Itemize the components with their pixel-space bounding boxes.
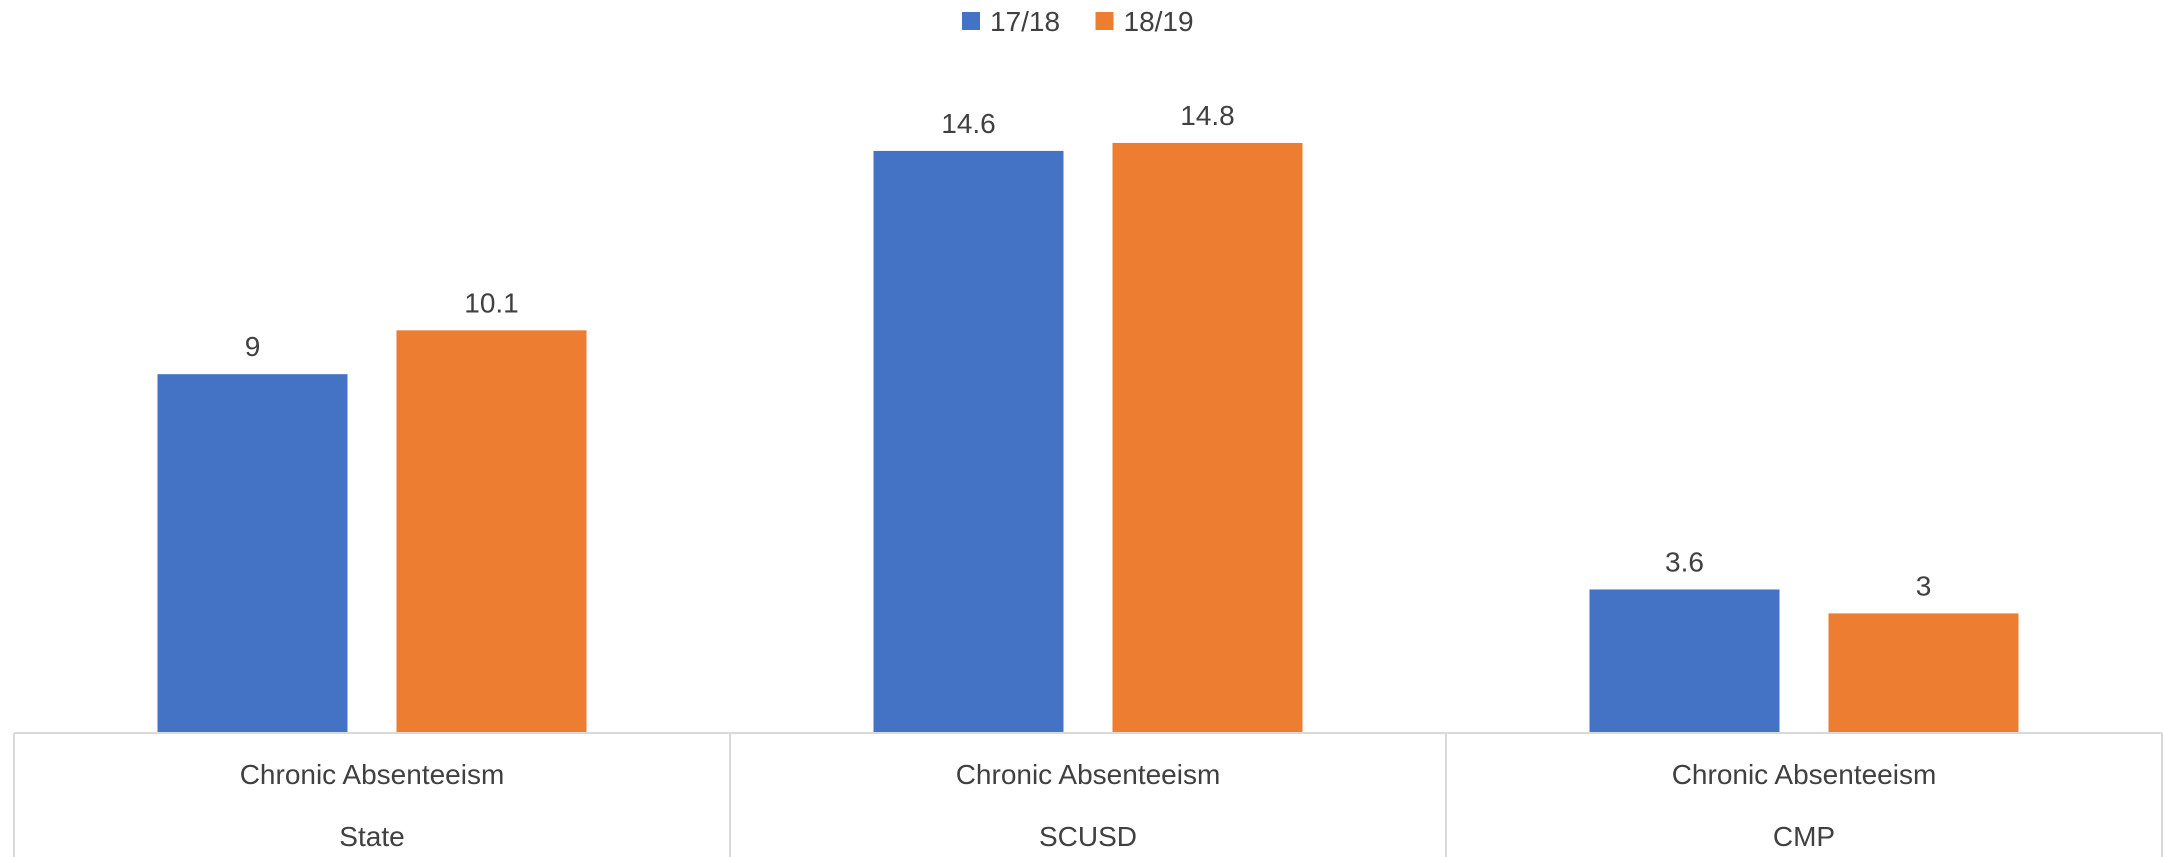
- legend-label: 18/19: [1124, 6, 1194, 37]
- data-label: 3.6: [1665, 546, 1704, 577]
- tick-label: State: [339, 821, 404, 852]
- tick-label: Chronic Absenteeism: [956, 759, 1221, 790]
- bar-17-18-1: [873, 150, 1064, 734]
- bar-18-19-1: [1112, 142, 1303, 733]
- tick-label: CMP: [1773, 821, 1835, 852]
- bar-18-19-2: [1828, 613, 2019, 733]
- category-axis: Chronic Absenteeism State Chronic Absentee…: [13, 732, 2163, 857]
- bar-17-18-0: [157, 374, 348, 733]
- data-label: 3: [1916, 570, 1932, 601]
- data-label: 14.8: [1180, 100, 1235, 131]
- bar-17-18-2: [1589, 589, 1780, 733]
- legend-swatch: [962, 12, 980, 30]
- legend-label: 17/18: [990, 6, 1060, 37]
- data-label: 14.6: [941, 108, 996, 139]
- tick-label: Chronic Absenteeism: [240, 759, 505, 790]
- legend-swatch: [1095, 12, 1114, 30]
- bars-group: [157, 142, 2019, 734]
- data-label: 9: [245, 331, 261, 362]
- tick-label: SCUSD: [1039, 821, 1137, 852]
- bar-18-19-0: [396, 330, 587, 733]
- data-label: 10.1: [464, 287, 519, 318]
- tick-label: Chronic Absenteeism: [1672, 759, 1937, 790]
- legend: 17/18 18/19: [962, 6, 1194, 37]
- data-labels-group: 9 10.1 14.6 14.8 3.6 3: [245, 100, 1932, 601]
